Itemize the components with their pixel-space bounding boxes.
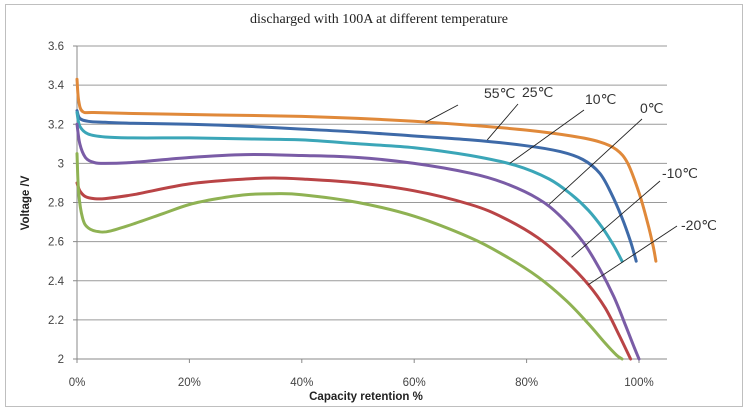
y-tick-label: 3 <box>58 158 64 170</box>
series-minus10c-line <box>75 176 633 361</box>
y-tick-label: 2.6 <box>48 237 64 249</box>
y-tick-label: 2.4 <box>48 276 65 288</box>
series-0c-line <box>75 122 641 361</box>
series-55c-line <box>75 77 658 263</box>
callout-leader-line <box>588 225 678 286</box>
x-tick-label: 40% <box>290 377 313 389</box>
y-tick-label: 2 <box>58 354 64 366</box>
x-tick-label: 60% <box>403 377 426 389</box>
callout-leader-line <box>571 180 661 258</box>
callout-leader-line <box>486 103 519 141</box>
callout-label: -20℃ <box>681 217 717 233</box>
x-tick-labels: 0% 20% 40% 60% 80% 100% <box>69 377 654 389</box>
x-axis-title: Capacity retention % <box>309 391 423 403</box>
x-tick-label: 100% <box>624 377 653 389</box>
series-25c-line <box>75 109 638 263</box>
callout-label: 55℃ <box>484 85 515 101</box>
callouts: 55℃ 25℃ 10℃ 0℃ -10℃ -20℃ <box>425 84 717 286</box>
x-tick-label: 80% <box>515 377 538 389</box>
chart-title: discharged with 100A at different temper… <box>250 12 508 27</box>
callout-label: 10℃ <box>585 91 616 107</box>
callout-label: 0℃ <box>640 100 664 116</box>
callout-leader-line <box>548 118 643 205</box>
series-10c-line <box>75 111 624 263</box>
series-lines <box>75 77 658 361</box>
series-minus20c-line <box>75 152 624 361</box>
y-tick-label: 2.2 <box>48 315 64 327</box>
y-axis-title: Voltage /V <box>20 175 32 230</box>
y-tick-label: 3.6 <box>48 41 64 53</box>
y-tick-label: 3.4 <box>48 80 65 92</box>
x-tick-label: 0% <box>69 377 86 389</box>
callout-label: -10℃ <box>662 165 698 181</box>
callout-leader-line <box>425 104 459 123</box>
gridlines <box>77 45 667 321</box>
y-tick-label: 3.2 <box>48 119 64 131</box>
callout-label: 25℃ <box>522 84 553 100</box>
y-tick-labels: 2 2.2 2.4 2.6 2.8 3 3.2 3.4 3.6 <box>48 41 65 366</box>
callout-leader-line <box>509 109 585 164</box>
x-tick-label: 20% <box>178 377 201 389</box>
y-tick-label: 2.8 <box>48 198 64 210</box>
